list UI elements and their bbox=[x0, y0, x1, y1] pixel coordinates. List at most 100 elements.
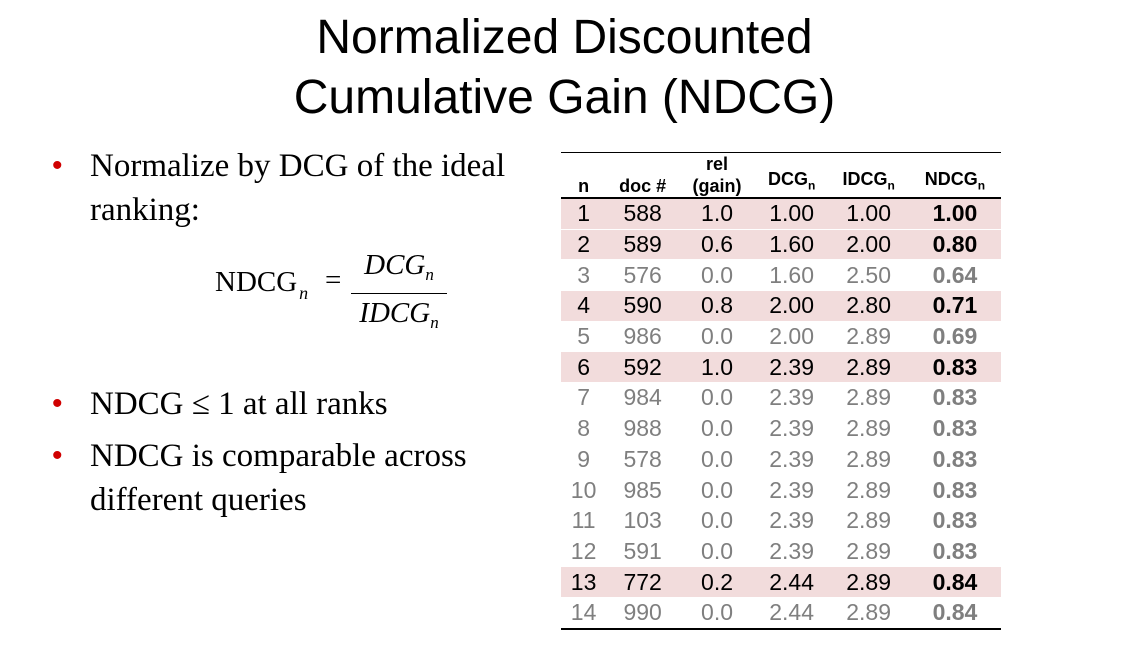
cell-doc: 984 bbox=[606, 382, 680, 414]
table-row: 11 103 0.0 2.39 2.89 0.83 bbox=[561, 505, 1001, 537]
formula-denominator: IDCGn bbox=[351, 298, 447, 338]
cell-rel: 0.0 bbox=[679, 444, 755, 476]
table-row: 5 986 0.0 2.00 2.89 0.69 bbox=[561, 321, 1001, 353]
table-row: 3 576 0.0 1.60 2.50 0.64 bbox=[561, 259, 1001, 292]
header-doc: doc # bbox=[606, 152, 680, 199]
cell-doc: 592 bbox=[606, 351, 680, 384]
cell-idcg: 2.89 bbox=[828, 351, 909, 384]
cell-dcg: 2.00 bbox=[754, 321, 829, 353]
header-dcg-text: DCG bbox=[767, 169, 808, 190]
bullet-normalize: • Normalize by DCG of the ideal ranking: bbox=[52, 144, 542, 232]
header-dcg: DCGn bbox=[754, 152, 829, 199]
cell-n: 6 bbox=[561, 351, 607, 384]
ndcg-table: n doc # rel (gain) DCGn IDCGn NDCGn 1 588 1… bbox=[561, 152, 1001, 630]
cell-ndcg: 0.83 bbox=[908, 444, 1001, 476]
cell-doc: 589 bbox=[606, 229, 680, 261]
cell-dcg: 2.39 bbox=[754, 444, 829, 476]
bullet-dot-icon: • bbox=[52, 387, 63, 420]
cell-dcg: 2.39 bbox=[754, 382, 829, 414]
formula-lhs-sub: n bbox=[299, 283, 309, 303]
bullet-dot-icon: • bbox=[52, 149, 63, 182]
cell-n: 9 bbox=[561, 444, 607, 476]
cell-ndcg: 0.80 bbox=[908, 229, 1001, 261]
cell-dcg: 2.39 bbox=[754, 351, 829, 384]
table-row: 12 591 0.0 2.39 2.89 0.83 bbox=[561, 536, 1001, 568]
cell-ndcg: 1.00 bbox=[908, 198, 1001, 230]
denominator-sub: n bbox=[430, 313, 439, 332]
header-ndcg-sub: n bbox=[977, 179, 986, 193]
formula-equals: = bbox=[325, 264, 342, 296]
cell-doc: 986 bbox=[606, 321, 680, 353]
cell-dcg: 2.39 bbox=[754, 413, 829, 445]
cell-ndcg: 0.64 bbox=[908, 259, 1001, 292]
cell-n: 10 bbox=[561, 474, 607, 506]
cell-dcg: 1.00 bbox=[754, 198, 829, 230]
bullet-text: NDCG ≤ 1 at all ranks bbox=[90, 386, 388, 422]
cell-rel: 0.0 bbox=[679, 474, 755, 506]
cell-rel: 0.0 bbox=[679, 413, 755, 445]
cell-ndcg: 0.83 bbox=[908, 474, 1001, 506]
header-idcg-text: IDCG bbox=[842, 169, 888, 190]
header-rel: rel (gain) bbox=[679, 152, 755, 199]
cell-idcg: 2.89 bbox=[828, 474, 909, 506]
cell-doc: 578 bbox=[606, 444, 680, 476]
cell-ndcg: 0.69 bbox=[908, 321, 1001, 353]
cell-rel: 0.6 bbox=[679, 229, 755, 261]
cell-n: 1 bbox=[561, 198, 607, 230]
cell-n: 8 bbox=[561, 413, 607, 445]
table-row: 10 985 0.0 2.39 2.89 0.83 bbox=[561, 474, 1001, 506]
cell-doc: 576 bbox=[606, 259, 680, 292]
cell-n: 12 bbox=[561, 536, 607, 568]
bullet-dot-icon: • bbox=[52, 439, 63, 472]
cell-dcg: 1.60 bbox=[754, 229, 829, 261]
cell-rel: 0.8 bbox=[679, 290, 755, 322]
cell-rel: 1.0 bbox=[679, 198, 755, 230]
bullet-ndcg-bound: • NDCG ≤ 1 at all ranks bbox=[52, 382, 542, 426]
cell-idcg: 2.80 bbox=[828, 290, 909, 322]
cell-ndcg: 0.84 bbox=[908, 566, 1001, 598]
bullet-ndcg-comparable: • NDCG is comparable across different qu… bbox=[52, 434, 542, 522]
cell-idcg: 2.50 bbox=[828, 259, 909, 292]
table-row: 9 578 0.0 2.39 2.89 0.83 bbox=[561, 444, 1001, 476]
formula-numerator: DCGn bbox=[351, 250, 447, 290]
table-header-row: n doc # rel (gain) DCGn IDCGn NDCGn bbox=[561, 152, 1001, 199]
cell-n: 14 bbox=[561, 597, 607, 630]
cell-dcg: 2.00 bbox=[754, 290, 829, 322]
table-row: 7 984 0.0 2.39 2.89 0.83 bbox=[561, 382, 1001, 414]
numerator-sub: n bbox=[425, 265, 434, 284]
cell-rel: 0.2 bbox=[679, 566, 755, 598]
cell-n: 4 bbox=[561, 290, 607, 322]
cell-ndcg: 0.84 bbox=[908, 597, 1001, 630]
cell-doc: 772 bbox=[606, 566, 680, 598]
title-line-2: Cumulative Gain (NDCG) bbox=[293, 71, 836, 124]
cell-rel: 0.0 bbox=[679, 536, 755, 568]
bullet-text: Normalize by DCG of the ideal ranking: bbox=[90, 148, 506, 228]
cell-n: 5 bbox=[561, 321, 607, 353]
cell-idcg: 2.89 bbox=[828, 536, 909, 568]
header-idcg-sub: n bbox=[887, 179, 895, 193]
cell-ndcg: 0.83 bbox=[908, 536, 1001, 568]
cell-doc: 103 bbox=[606, 505, 680, 537]
cell-ndcg: 0.71 bbox=[908, 290, 1001, 322]
cell-dcg: 2.39 bbox=[754, 505, 829, 537]
cell-rel: 1.0 bbox=[679, 351, 755, 384]
cell-ndcg: 0.83 bbox=[908, 505, 1001, 537]
table-body: 1 588 1.0 1.00 1.00 1.00 2 589 0.6 1.60 2.00 0.80 3 5… bbox=[561, 198, 1001, 630]
fraction-bar bbox=[351, 293, 447, 294]
table-row: 13 772 0.2 2.44 2.89 0.84 bbox=[561, 566, 1001, 598]
cell-idcg: 2.89 bbox=[828, 597, 909, 630]
header-rel-bottom: (gain) bbox=[692, 176, 742, 196]
cell-dcg: 2.44 bbox=[754, 597, 829, 630]
cell-idcg: 2.89 bbox=[828, 566, 909, 598]
header-dcg-sub: n bbox=[807, 179, 816, 193]
cell-n: 13 bbox=[561, 566, 607, 598]
cell-idcg: 2.89 bbox=[828, 382, 909, 414]
header-rel-top: rel bbox=[706, 154, 729, 174]
header-idcg: IDCGn bbox=[828, 152, 909, 199]
cell-dcg: 2.39 bbox=[754, 474, 829, 506]
cell-dcg: 2.44 bbox=[754, 566, 829, 598]
cell-n: 7 bbox=[561, 382, 607, 414]
cell-idcg: 2.89 bbox=[828, 413, 909, 445]
cell-idcg: 2.89 bbox=[828, 444, 909, 476]
cell-doc: 990 bbox=[606, 597, 680, 630]
